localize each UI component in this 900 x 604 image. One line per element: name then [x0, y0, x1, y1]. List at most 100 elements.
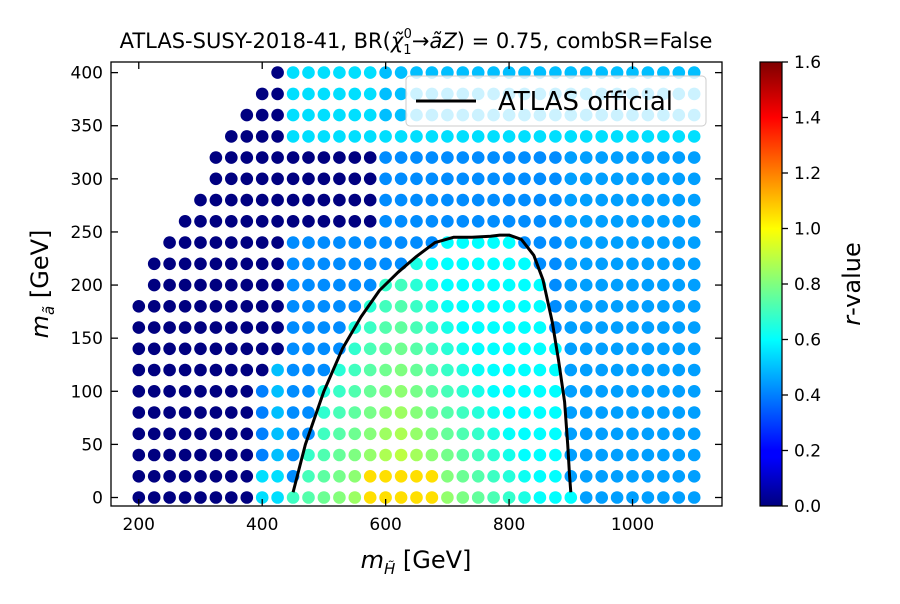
scatter-point	[302, 130, 315, 143]
scatter-point	[564, 321, 578, 334]
scatter-point	[271, 87, 284, 101]
scatter-point	[178, 470, 192, 483]
scatter-point	[564, 406, 578, 419]
scatter-point	[549, 278, 562, 292]
scatter-point	[502, 236, 516, 249]
scatter-point	[533, 151, 547, 164]
scatter-point	[255, 406, 269, 419]
scatter-point	[456, 236, 470, 249]
scatter-point	[610, 448, 624, 462]
colorbar-tick-label: 0.2	[794, 442, 821, 462]
scatter-point	[317, 406, 331, 419]
scatter-point	[687, 257, 701, 271]
scatter-point	[533, 321, 547, 334]
scatter-point	[518, 193, 531, 207]
scatter-point	[410, 342, 423, 356]
scatter-point	[225, 321, 238, 334]
scatter-point	[271, 236, 284, 249]
scatter-point	[271, 215, 284, 228]
scatter-point	[394, 427, 408, 441]
scatter-point	[333, 321, 346, 334]
scatter-point	[626, 363, 639, 377]
scatter-point	[672, 215, 686, 228]
scatter-point	[471, 236, 485, 249]
scatter-point	[348, 257, 362, 271]
scatter-point	[579, 300, 593, 313]
scatter-point	[471, 448, 485, 462]
scatter-point	[410, 151, 423, 164]
scatter-point	[564, 342, 578, 356]
scatter-point	[641, 385, 655, 398]
scatter-point	[379, 448, 392, 462]
y-tick-label: 150	[71, 329, 103, 349]
scatter-point	[595, 151, 608, 164]
scatter-point	[286, 236, 300, 249]
scatter-point	[687, 236, 701, 249]
scatter-point	[286, 406, 300, 419]
scatter-point	[425, 321, 439, 334]
scatter-point	[657, 342, 670, 356]
scatter-point	[626, 278, 639, 292]
scatter-point	[271, 172, 284, 186]
scatter-point	[579, 363, 593, 377]
scatter-point	[471, 172, 485, 186]
scatter-point	[610, 193, 624, 207]
scatter-point	[394, 151, 408, 164]
scatter-point	[348, 66, 362, 79]
scatter-point	[302, 215, 315, 228]
scatter-point	[255, 193, 269, 207]
scatter-point	[626, 257, 639, 271]
scatter-point	[610, 491, 624, 504]
scatter-point	[178, 363, 192, 377]
scatter-point	[487, 406, 500, 419]
scatter-point	[394, 321, 408, 334]
scatter-point	[178, 300, 192, 313]
scatter-point	[317, 87, 331, 101]
scatter-point	[379, 321, 392, 334]
scatter-point	[502, 406, 516, 419]
scatter-point	[518, 130, 531, 143]
scatter-point	[657, 321, 670, 334]
scatter-point	[410, 321, 423, 334]
scatter-point	[456, 385, 470, 398]
scatter-point	[549, 448, 562, 462]
scatter-point	[286, 342, 300, 356]
scatter-point	[163, 257, 176, 271]
scatter-point	[502, 363, 516, 377]
scatter-point	[471, 427, 485, 441]
scatter-point	[471, 342, 485, 356]
scatter-point	[657, 236, 670, 249]
scatter-point	[363, 130, 377, 143]
scatter-point	[225, 151, 238, 164]
scatter-point	[610, 385, 624, 398]
legend: ATLAS official	[405, 75, 707, 127]
scatter-point	[471, 470, 485, 483]
scatter-point	[425, 278, 439, 292]
y-tick-label: 300	[71, 170, 103, 190]
scatter-point	[657, 215, 670, 228]
scatter-point	[348, 448, 362, 462]
scatter-point	[657, 363, 670, 377]
scatter-point	[302, 321, 315, 334]
scatter-point	[471, 406, 485, 419]
scatter-point	[363, 66, 377, 79]
scatter-point	[225, 130, 238, 143]
scatter-point	[317, 470, 331, 483]
scatter-point	[225, 193, 238, 207]
scatter-point	[549, 257, 562, 271]
scatter-point	[286, 87, 300, 101]
colorbar-tick-label: 0.0	[794, 497, 821, 517]
scatter-point	[255, 470, 269, 483]
scatter-point	[348, 278, 362, 292]
scatter-point	[579, 427, 593, 441]
scatter-point	[302, 66, 315, 79]
scatter-point	[626, 448, 639, 462]
scatter-point	[271, 342, 284, 356]
scatter-point	[363, 215, 377, 228]
scatter-point	[672, 491, 686, 504]
scatter-point	[487, 193, 500, 207]
scatter-point	[348, 300, 362, 313]
scatter-point	[379, 406, 392, 419]
scatter-point	[255, 172, 269, 186]
